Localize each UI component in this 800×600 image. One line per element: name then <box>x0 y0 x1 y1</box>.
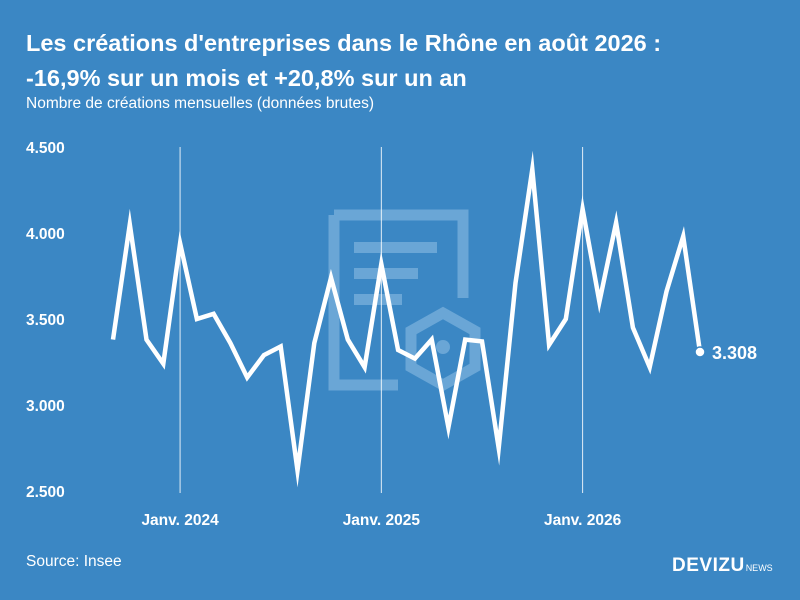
y-tick-label: 4.500 <box>26 140 65 157</box>
watermark-logo-icon <box>328 209 481 392</box>
x-tick-label: Janv. 2026 <box>544 512 622 529</box>
source-note: Source: Insee <box>26 553 122 570</box>
watermark-hexagon <box>405 306 481 392</box>
end-point-marker <box>694 346 706 358</box>
y-tick-label: 3.000 <box>26 398 65 415</box>
brand-logo-suffix: NEWS <box>745 563 773 573</box>
chart-title-line-1: Les créations d'entreprises dans le Rhôn… <box>26 30 662 56</box>
watermark-bar <box>354 242 437 253</box>
x-axis-tick-labels: Janv. 2024 Janv. 2025 Janv. 2026 <box>141 512 621 529</box>
series-line <box>110 150 703 488</box>
watermark-dot <box>436 340 450 354</box>
brand-logo-main: DEVIZU <box>672 555 745 576</box>
vertical-gridlines <box>179 147 584 493</box>
y-tick-label: 2.500 <box>26 484 65 501</box>
x-tick-label: Janv. 2024 <box>141 512 219 529</box>
watermark-bar <box>354 268 418 279</box>
y-axis-tick-labels: 2.500 3.000 3.500 4.000 4.500 <box>26 140 65 501</box>
x-tick-label: Janv. 2025 <box>343 512 421 529</box>
watermark-frame <box>328 209 469 391</box>
series-creations: 3.308 <box>110 150 757 488</box>
chart-title: Les créations d'entreprises dans le Rhôn… <box>26 26 786 96</box>
chart-subtitle: Nombre de créations mensuelles (données … <box>26 95 375 112</box>
y-tick-label: 4.000 <box>26 226 65 243</box>
chart-title-line-2: -16,9% sur un mois et +20,8% sur un an <box>26 65 467 91</box>
brand-logo: DEVIZUNEWS <box>672 555 773 577</box>
watermark-bar <box>354 294 402 305</box>
end-value-label: 3.308 <box>712 343 757 363</box>
y-tick-label: 3.500 <box>26 312 65 329</box>
